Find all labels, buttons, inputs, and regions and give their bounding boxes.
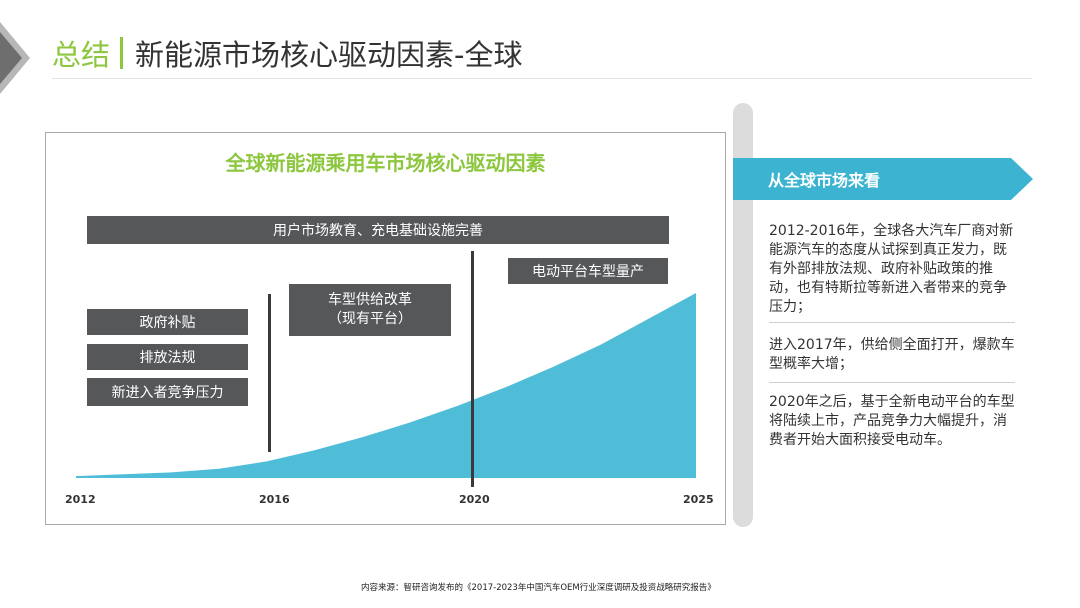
- sidebar-paragraph-2: 进入2017年，供给侧全面打开，爆款车型概率大增；: [769, 337, 1015, 372]
- area-chart: [76, 293, 696, 478]
- title-separator: [120, 37, 124, 69]
- panel-divider: [733, 103, 753, 527]
- sidebar-heading: 从全球市场来看: [768, 171, 881, 190]
- sidebar-heading-banner: [733, 158, 1033, 200]
- page-title: 总结 新能源市场核心驱动因素-全球: [52, 30, 522, 76]
- driver-item-ev-platform: 电动平台车型量产: [508, 258, 668, 284]
- driver-item-regulation: 排放法规: [87, 344, 248, 370]
- sidebar-paragraph-1: 2012-2016年，全球各大汽车厂商对新能源汽车的态度从试探到真正发力，既有外…: [769, 223, 1014, 315]
- area-series: [76, 293, 696, 478]
- chart-panel: 全球新能源乘用车市场核心驱动因素 用户市场教育、充电基础设施完善 政府补贴 排放…: [45, 132, 726, 525]
- driver-banner-top: 用户市场教育、充电基础设施完善: [87, 216, 669, 244]
- marker-line-2020: [471, 251, 474, 487]
- x-tick-2020: 2020: [459, 493, 490, 506]
- sidebar-separator-2: [769, 382, 1015, 383]
- driver-item-supply-reform: 车型供给改革 （现有平台）: [289, 284, 451, 336]
- sidebar-paragraph-3: 2020年之后，基于全新电动平台的车型将陆续上市，产品竞争力大幅提升，消费者开始…: [769, 394, 1015, 448]
- source-note: 内容来源：智研咨询发布的《2017-2023年中国汽车OEM行业深度调研及投资战…: [361, 583, 716, 593]
- driver-item-competition: 新进入者竞争压力: [87, 378, 248, 406]
- sidebar-separator-1: [769, 322, 1015, 323]
- corner-decoration: [0, 22, 30, 94]
- supply-reform-line2: （现有平台）: [328, 311, 412, 327]
- chart-title: 全球新能源乘用车市场核心驱动因素: [225, 151, 546, 175]
- title-underline: [52, 78, 1032, 79]
- marker-line-2016: [268, 294, 271, 452]
- x-tick-2012: 2012: [65, 493, 96, 506]
- driver-item-subsidy: 政府补贴: [87, 309, 248, 335]
- x-tick-2016: 2016: [259, 493, 290, 506]
- x-tick-2025: 2025: [683, 493, 714, 506]
- title-main: 新能源市场核心驱动因素-全球: [135, 38, 523, 72]
- title-prefix: 总结: [52, 38, 111, 72]
- supply-reform-line1: 车型供给改革: [328, 292, 412, 308]
